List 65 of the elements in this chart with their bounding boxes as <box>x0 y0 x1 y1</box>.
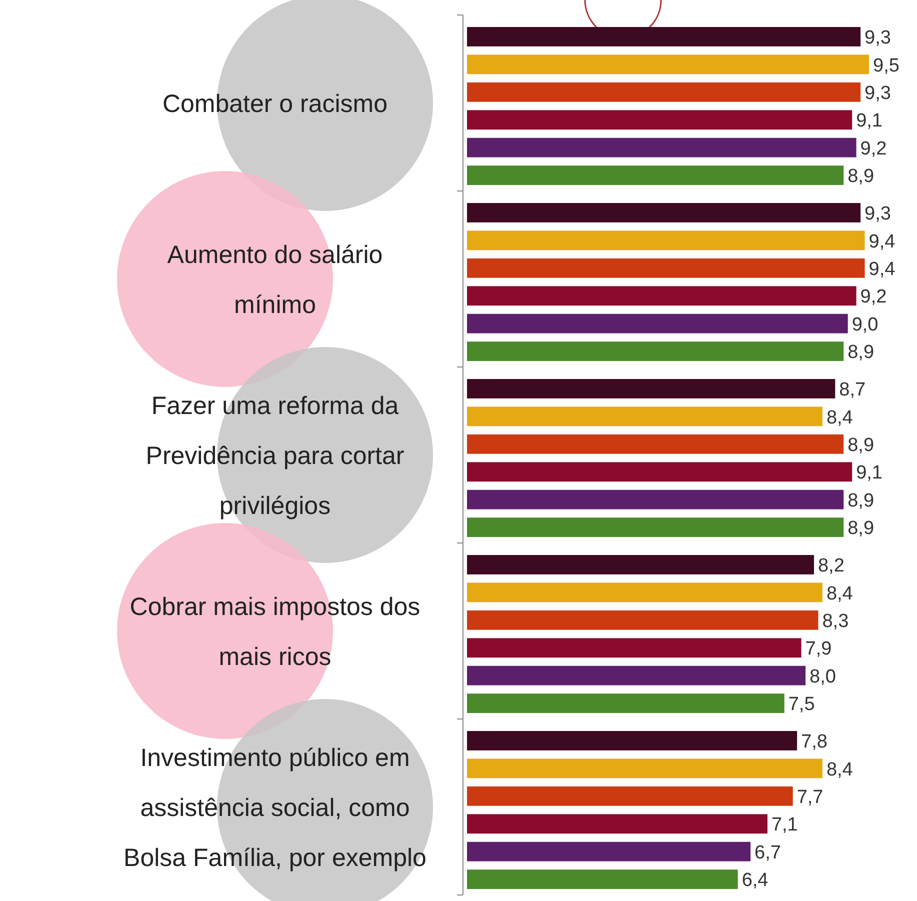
bar <box>467 842 751 862</box>
bar <box>467 666 806 686</box>
bar <box>467 434 844 454</box>
bar <box>467 286 856 306</box>
data-label: 9,1 <box>856 110 882 132</box>
data-label: 9,3 <box>864 28 891 49</box>
data-label: 9,3 <box>864 82 891 104</box>
data-label: 8,9 <box>848 518 874 540</box>
bar <box>467 638 802 658</box>
bar <box>467 379 836 398</box>
data-label: 6,7 <box>754 842 781 864</box>
data-label: 7,9 <box>805 638 832 660</box>
bar <box>467 490 844 510</box>
bar <box>467 870 738 889</box>
bar <box>467 27 861 46</box>
bar <box>467 342 844 361</box>
bar <box>467 110 852 130</box>
data-label: 8,9 <box>848 342 874 364</box>
data-label: 8,3 <box>822 610 849 632</box>
data-label: 8,4 <box>826 407 854 428</box>
y-tick-label: Aumento do salário mínimo <box>167 240 383 319</box>
bar <box>467 582 822 602</box>
bar <box>467 314 848 334</box>
bar <box>467 555 814 574</box>
bar <box>467 758 822 778</box>
y-tick-label: Cobrar mais impostos dos mais ricos <box>130 592 420 671</box>
data-label: 9,2 <box>860 286 887 308</box>
data-label: 8,7 <box>839 380 866 401</box>
bar <box>467 610 818 630</box>
bar <box>467 166 844 185</box>
data-label: 9,4 <box>868 258 896 280</box>
bar <box>467 814 768 834</box>
data-label: 8,4 <box>826 583 854 604</box>
data-label: 9,2 <box>860 138 887 160</box>
data-label: 8,9 <box>848 490 874 512</box>
data-label: 7,8 <box>801 732 828 753</box>
y-tick-label: Investimento público em assistência social, como Bolsa Família, por exemplo <box>124 744 426 872</box>
data-label: 9,5 <box>873 55 900 76</box>
data-label: 9,0 <box>852 314 878 336</box>
bar <box>467 518 844 537</box>
data-label: 7,7 <box>796 786 824 808</box>
bar <box>467 786 793 806</box>
data-label: 8,2 <box>818 556 844 577</box>
data-label: 9,4 <box>868 231 896 252</box>
bar <box>467 230 865 250</box>
data-label: 7,5 <box>788 694 815 716</box>
data-label: 6,4 <box>742 870 769 892</box>
data-label: 8,0 <box>810 666 836 688</box>
y-tick-label: Fazer uma reforma da Previdência para cortar privilégios <box>146 392 404 520</box>
bar <box>467 731 798 750</box>
data-label: 8,9 <box>848 434 874 456</box>
bar <box>467 54 869 74</box>
data-label: 9,3 <box>864 204 891 225</box>
bar <box>467 406 822 426</box>
bar <box>467 203 861 222</box>
bar <box>467 82 861 102</box>
data-label: 7,1 <box>771 814 798 836</box>
data-label: 9,1 <box>856 462 882 484</box>
bar <box>467 694 784 713</box>
bar <box>467 462 852 482</box>
bar <box>467 258 865 278</box>
y-tick-label: Combater o racismo <box>162 90 388 118</box>
data-label: 8,9 <box>848 166 874 188</box>
data-label: 8,4 <box>826 759 854 780</box>
bar <box>467 138 856 158</box>
